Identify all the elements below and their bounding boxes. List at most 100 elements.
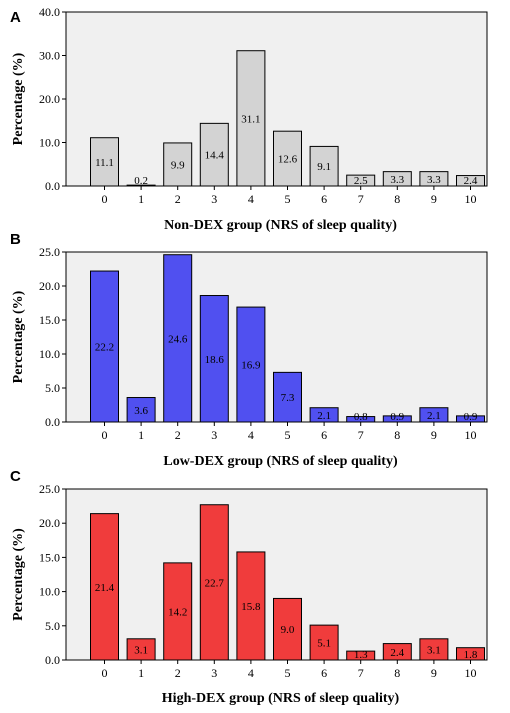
- chart-a-xtick-label: 4: [248, 192, 254, 206]
- chart-a-data-label: 11.1: [95, 157, 114, 169]
- chart-a-x-axis-label: Non-DEX group (NRS of sleep quality): [164, 218, 397, 233]
- chart-b-x-axis-label: Low-DEX group (NRS of sleep quality): [163, 454, 398, 469]
- chart-c-data-label: 22.7: [205, 577, 225, 589]
- chart-c-xtick-label: 3: [211, 666, 217, 680]
- chart-c-xtick-label: 10: [465, 666, 477, 680]
- chart-b-data-label: 3.6: [134, 405, 148, 417]
- chart-c-xtick-label: 1: [138, 666, 144, 680]
- chart-b-xtick-label: 8: [394, 428, 400, 442]
- chart-c-bar: [273, 597, 302, 661]
- chart-a-xtick-label: 6: [321, 192, 327, 206]
- chart-b-bar: [236, 306, 266, 423]
- chart-a-bar: [199, 122, 229, 187]
- chart-b-data-label: 24.6: [168, 333, 188, 345]
- chart-c-ytick-label: 10.0: [39, 585, 60, 599]
- chart-a-xtick-label: 0: [102, 192, 108, 206]
- chart-b-data-label: 2.1: [317, 410, 331, 422]
- chart-b-data-label: 0.9: [464, 411, 478, 423]
- chart-a-ytick-label: 10.0: [39, 136, 60, 150]
- chart-a-panel-letter: A: [10, 9, 21, 26]
- chart-b-data-label: 16.9: [241, 360, 261, 372]
- chart-c-bar: [236, 551, 266, 661]
- chart-b-xtick-label: 2: [175, 428, 181, 442]
- chart-c-data-label: 9.0: [281, 624, 295, 636]
- chart-b-xtick-label: 5: [285, 428, 291, 442]
- chart-b-ytick-label: 25.0: [39, 245, 60, 259]
- chart-a-data-label: 3.3: [390, 174, 404, 186]
- chart-a-data-label: 9.9: [171, 159, 185, 171]
- chart-a-data-label: 31.1: [241, 113, 260, 125]
- chart-c-xtick-label: 8: [394, 666, 400, 680]
- chart-b-xtick-label: 9: [431, 428, 437, 442]
- chart-c-bar: [90, 513, 119, 661]
- chart-a-ytick-label: 40.0: [39, 5, 60, 19]
- chart-b-xtick-label: 6: [321, 428, 327, 442]
- chart-c-xtick-label: 7: [358, 666, 364, 680]
- chart-a-data-label: 9.1: [317, 161, 331, 173]
- chart-a-xtick-label: 5: [285, 192, 291, 206]
- chart-b-ytick-label: 10.0: [39, 347, 60, 361]
- chart-b-data-label: 0.9: [390, 411, 404, 423]
- chart-a-ytick-label: 20.0: [39, 92, 60, 106]
- chart-c-data-label: 14.2: [168, 606, 187, 618]
- chart-c-data-label: 3.1: [134, 644, 148, 656]
- chart-a-xtick-label: 7: [358, 192, 364, 206]
- chart-a-data-label: 2.5: [354, 175, 368, 187]
- chart-a-xtick-label: 10: [465, 192, 477, 206]
- chart-a-bar: [236, 50, 266, 187]
- chart-b-data-label: 22.2: [95, 342, 114, 354]
- chart-b-xtick-label: 1: [138, 428, 144, 442]
- chart-b-bar: [199, 295, 229, 423]
- chart-c-data-label: 1.8: [464, 649, 478, 661]
- chart-c-ytick-label: 0.0: [45, 653, 60, 667]
- chart-b-xtick-label: 3: [211, 428, 217, 442]
- chart-c-ytick-label: 5.0: [45, 619, 60, 633]
- chart-a-xtick-label: 8: [394, 192, 400, 206]
- chart-c-data-label: 5.1: [317, 638, 331, 650]
- chart-a-data-label: 2.4: [464, 175, 478, 187]
- chart-a-xtick-label: 3: [211, 192, 217, 206]
- chart-b-y-axis-label: Percentage (%): [11, 290, 26, 383]
- chart-b-ytick-label: 20.0: [39, 279, 60, 293]
- chart-c-xtick-label: 9: [431, 666, 437, 680]
- chart-c-xtick-label: 5: [285, 666, 291, 680]
- chart-c-ytick-label: 20.0: [39, 516, 60, 530]
- chart-c-data-label: 2.4: [390, 647, 404, 659]
- chart-b-data-label: 18.6: [205, 354, 225, 366]
- chart-c-data-label: 1.3: [354, 649, 368, 661]
- chart-c-data-label: 15.8: [241, 601, 261, 613]
- chart-c-data-label: 3.1: [427, 644, 441, 656]
- chart-a-ytick-label: 0.0: [45, 179, 60, 193]
- chart-b-panel-letter: B: [10, 231, 21, 248]
- chart-c-xtick-label: 2: [175, 666, 181, 680]
- chart-b-data-label: 2.1: [427, 410, 441, 422]
- chart-b-data-label: 7.3: [281, 392, 295, 404]
- chart-a-xtick-label: 2: [175, 192, 181, 206]
- chart-a-data-label: 12.6: [278, 154, 298, 166]
- chart-c-xtick-label: 4: [248, 666, 254, 680]
- chart-c-xtick-label: 6: [321, 666, 327, 680]
- chart-c-data-label: 21.4: [95, 582, 115, 594]
- chart-b-ytick-label: 5.0: [45, 381, 60, 395]
- chart-b-xtick-label: 0: [102, 428, 108, 442]
- chart-c-y-axis-label: Percentage (%): [11, 528, 26, 621]
- chart-a-bar: [273, 130, 302, 187]
- chart-b-ytick-label: 15.0: [39, 313, 60, 327]
- chart-c-x-axis-label: High-DEX group (NRS of sleep quality): [162, 691, 400, 706]
- chart-a-data-label: 0.2: [134, 175, 148, 187]
- chart-b-bar: [90, 270, 119, 423]
- chart-a-bar: [309, 145, 339, 187]
- chart-c-panel-letter: C: [10, 468, 21, 485]
- chart-c-ytick-label: 15.0: [39, 550, 60, 564]
- chart-c-bar: [163, 562, 193, 661]
- chart-a-data-label: 14.4: [205, 150, 225, 162]
- chart-c-bar: [199, 504, 229, 661]
- chart-b-data-label: 0.8: [354, 411, 368, 423]
- chart-b-bar: [163, 254, 193, 423]
- chart-c-ytick-label: 25.0: [39, 482, 60, 496]
- chart-b-bar: [273, 371, 302, 423]
- chart-a-xtick-label: 1: [138, 192, 144, 206]
- chart-b-xtick-label: 4: [248, 428, 254, 442]
- chart-a-ytick-label: 30.0: [39, 49, 60, 63]
